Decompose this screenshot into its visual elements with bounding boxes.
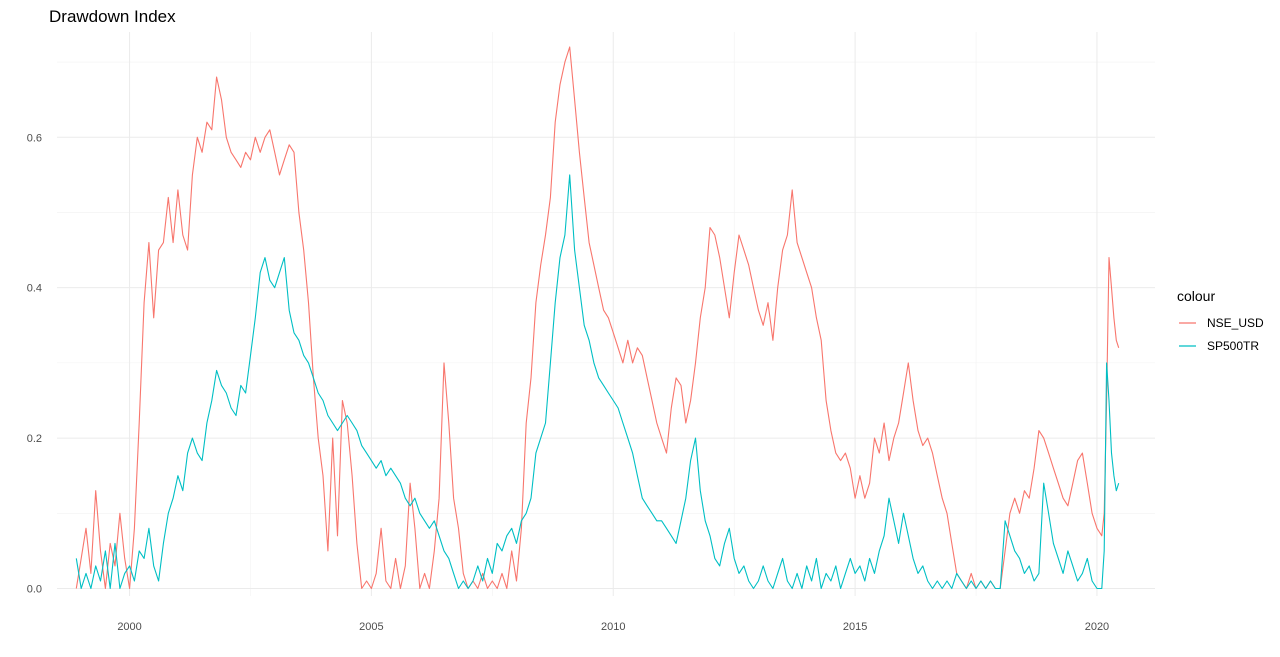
series-line-sp500tr: [75, 174, 1120, 590]
legend-label-sp500tr: SP500TR: [1207, 339, 1259, 353]
y-tick-label: 0.6: [27, 132, 42, 144]
x-tick-label: 2000: [117, 621, 141, 633]
chart-title: Drawdown Index: [49, 7, 176, 26]
x-tick-label: 2005: [359, 621, 383, 633]
series-layer: [75, 46, 1120, 590]
major-gridlines: [57, 32, 1155, 596]
y-tick-label: 0.0: [27, 583, 42, 595]
y-axis-ticks: 0.0 0.2 0.4 0.6: [27, 132, 42, 595]
series-line-nse_usd: [75, 46, 1120, 590]
y-tick-label: 0.4: [27, 283, 42, 295]
legend: colour NSE_USD SP500TR: [1177, 288, 1264, 353]
x-tick-label: 2015: [843, 621, 867, 633]
x-axis-ticks: 2000 2005 2010 2015 2020: [117, 621, 1109, 633]
minor-gridlines: [57, 32, 1155, 596]
x-tick-label: 2010: [601, 621, 625, 633]
legend-label-nse_usd: NSE_USD: [1207, 316, 1264, 330]
x-tick-label: 2020: [1085, 621, 1109, 633]
y-tick-label: 0.2: [27, 433, 42, 445]
legend-title: colour: [1177, 288, 1215, 304]
